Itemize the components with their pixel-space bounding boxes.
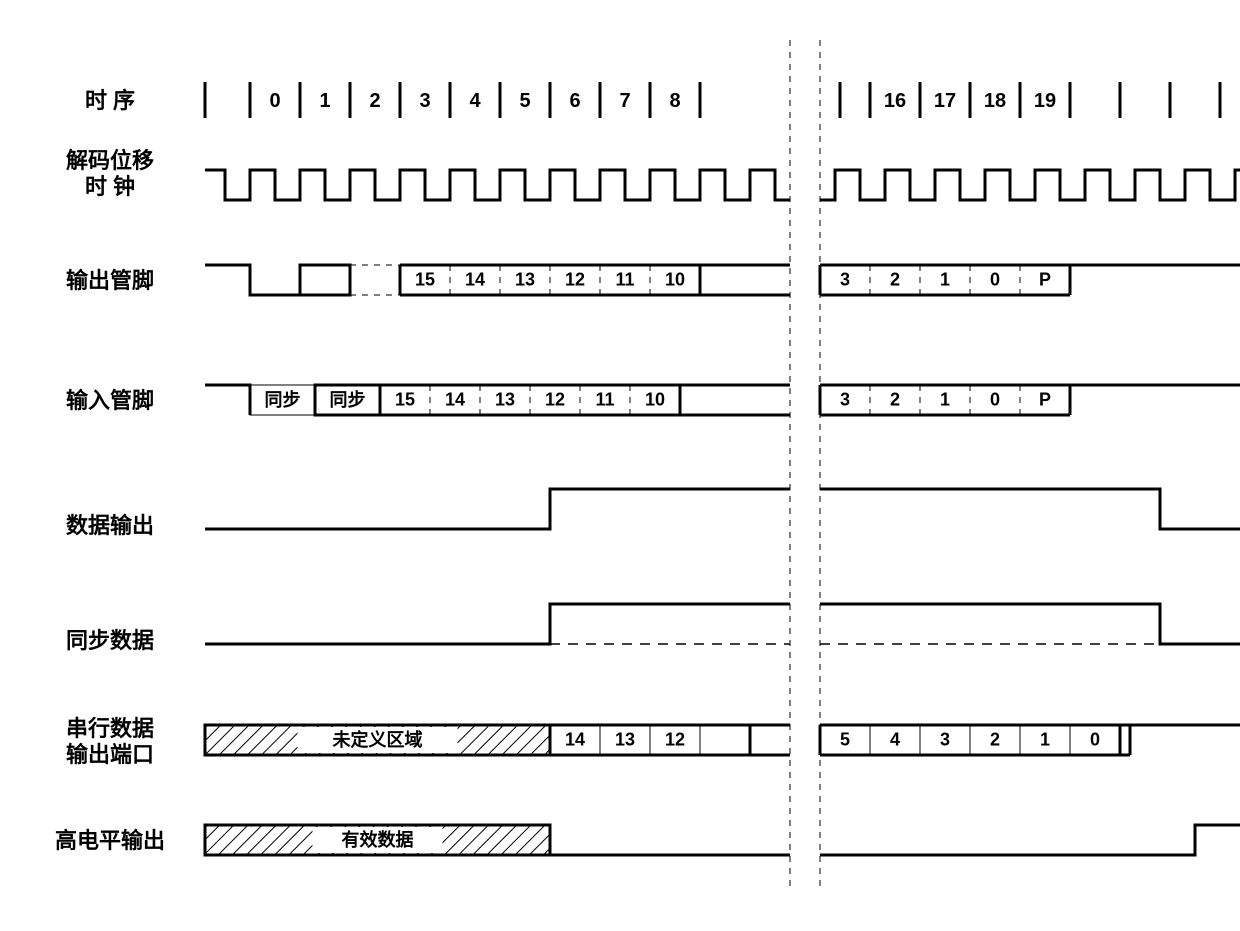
svg-text:P: P [1039,269,1051,289]
svg-text:12: 12 [565,269,585,289]
svg-text:12: 12 [545,389,565,409]
svg-text:19: 19 [1034,90,1056,112]
svg-text:5: 5 [519,90,530,112]
svg-text:有效数据: 有效数据 [342,829,414,850]
svg-text:7: 7 [619,90,630,112]
svg-text:0: 0 [990,269,1000,289]
svg-text:同步: 同步 [265,389,301,410]
svg-text:3: 3 [419,90,430,112]
svg-text:11: 11 [615,269,634,289]
svg-text:1: 1 [319,90,330,112]
svg-text:10: 10 [645,389,665,409]
svg-text:2: 2 [369,90,380,112]
svg-text:11: 11 [595,389,614,409]
svg-text:P: P [1039,389,1051,409]
svg-text:3: 3 [840,389,850,409]
svg-text:输出端口: 输出端口 [66,742,154,767]
svg-text:3: 3 [940,729,950,749]
svg-text:1: 1 [1040,729,1050,749]
svg-text:同步: 同步 [330,389,366,410]
svg-text:14: 14 [445,389,465,409]
svg-text:时 序: 时 序 [85,88,135,113]
svg-text:12: 12 [665,729,685,749]
svg-text:输出管脚: 输出管脚 [66,268,154,293]
svg-text:解码位移: 解码位移 [66,148,154,173]
svg-text:14: 14 [565,729,585,749]
svg-text:未定义区域: 未定义区域 [333,729,423,750]
svg-text:13: 13 [515,269,535,289]
svg-text:同步数据: 同步数据 [66,628,154,653]
svg-text:1: 1 [940,389,950,409]
svg-text:0: 0 [1090,729,1100,749]
svg-text:数据输出: 数据输出 [66,513,154,538]
svg-text:10: 10 [665,269,685,289]
svg-text:13: 13 [495,389,515,409]
svg-text:输入管脚: 输入管脚 [66,388,154,413]
svg-text:2: 2 [890,269,900,289]
svg-text:15: 15 [415,269,435,289]
svg-text:1: 1 [940,269,950,289]
svg-text:6: 6 [569,90,580,112]
svg-text:17: 17 [934,90,956,112]
svg-text:2: 2 [990,729,1000,749]
svg-text:15: 15 [395,389,415,409]
svg-text:8: 8 [669,90,680,112]
svg-text:4: 4 [469,90,481,112]
svg-text:13: 13 [615,729,635,749]
svg-text:5: 5 [840,729,850,749]
svg-text:串行数据: 串行数据 [66,716,154,741]
svg-text:0: 0 [269,90,280,112]
svg-text:14: 14 [465,269,485,289]
svg-text:时 钟: 时 钟 [85,174,135,199]
svg-text:2: 2 [890,389,900,409]
svg-text:0: 0 [990,389,1000,409]
svg-text:4: 4 [890,729,900,749]
svg-text:3: 3 [840,269,850,289]
svg-text:18: 18 [984,90,1006,112]
svg-text:高电平输出: 高电平输出 [55,828,165,853]
svg-text:16: 16 [884,90,906,112]
